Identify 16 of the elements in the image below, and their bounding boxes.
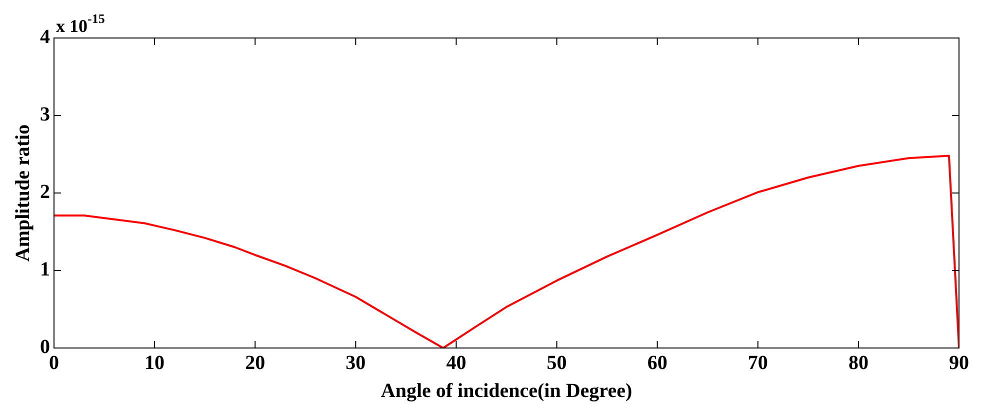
x-tick-label: 20 — [245, 352, 266, 374]
x-tick-label: 60 — [647, 352, 668, 374]
x-tick-label: 70 — [748, 352, 768, 374]
x-tick-label: 80 — [848, 352, 868, 374]
x-tick-label: 10 — [144, 352, 165, 374]
x-tick-label: 40 — [446, 352, 466, 374]
y-tick-label: 3 — [40, 104, 50, 126]
y-tick-label: 1 — [40, 258, 50, 281]
x-tick-label: 30 — [346, 352, 366, 374]
x-tick-label: 50 — [546, 352, 567, 374]
x-axis-title: Angle of incidence(in Degree) — [380, 380, 632, 402]
y-tick-label: 4 — [40, 26, 50, 48]
y-axis-title: Amplitude ratio — [12, 124, 34, 262]
y-tick-label: 2 — [40, 181, 50, 204]
x-tick-label: 90 — [949, 352, 969, 374]
y-tick-label: 0 — [40, 336, 50, 358]
